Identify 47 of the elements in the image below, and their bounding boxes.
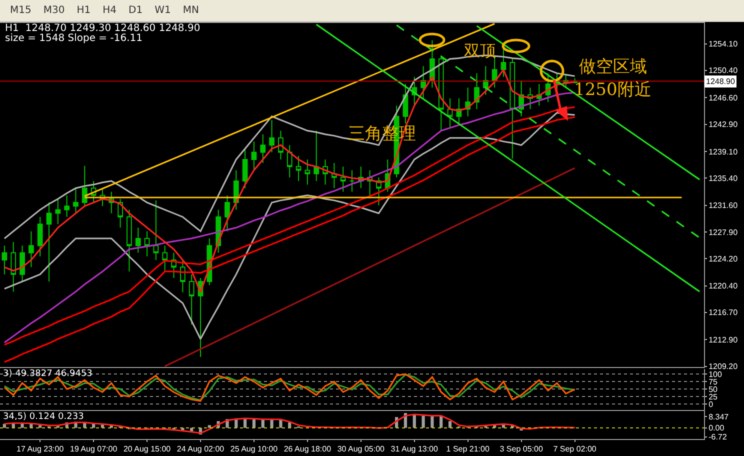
annotation: 双顶 <box>464 41 496 60</box>
x-tick-label: 19 Aug 07:00 <box>70 444 118 454</box>
ref-line-label: 1248.90 <box>706 77 736 86</box>
text: H4 <box>96 2 122 20</box>
annotation: 34,5) 0.124 0.233 <box>3 412 84 422</box>
annotation: 1250附近 <box>574 80 652 100</box>
y-tick-label: 1246.60 <box>708 93 738 102</box>
y-tick-label: -6.72 <box>708 432 728 442</box>
text: MN <box>176 2 205 20</box>
y-tick-label: 1250.40 <box>708 66 738 76</box>
x-tick-label: 25 Aug 10:00 <box>230 444 278 454</box>
y-tick-label: 1235.40 <box>708 174 738 183</box>
text: D1 <box>122 2 149 20</box>
y-tick-label: 1239.10 <box>708 147 738 156</box>
y-tick-label: 1254.10 <box>708 40 738 49</box>
x-tick-label: 26 Aug 18:00 <box>284 444 332 454</box>
text: M15 <box>4 2 38 20</box>
text: M30 <box>37 2 71 20</box>
y-tick-label: 1220.40 <box>708 282 738 291</box>
text: H1 <box>70 2 97 20</box>
y-tick-label: 0.00 <box>708 424 725 433</box>
annotation: 3) 49.3827 46.9453 <box>3 369 92 379</box>
y-tick-label: 1231.60 <box>708 201 738 210</box>
y-tick-label: 1212.90 <box>708 336 738 345</box>
y-tick-label: 100 <box>708 370 722 379</box>
y-tick-label: 75 <box>708 377 718 386</box>
y-tick-label: 1224.20 <box>708 254 738 264</box>
y-tick-label: 1227.90 <box>708 228 738 237</box>
annotation: 做空区域 <box>579 57 647 77</box>
text: W1 <box>148 2 177 20</box>
x-tick-label: 17 Aug 23:00 <box>16 444 64 454</box>
y-tick-label: 25 <box>708 392 718 402</box>
y-tick-label: 8.347 <box>708 412 730 422</box>
y-tick-label: 1242.90 <box>708 120 738 130</box>
y-tick-label: 50 <box>708 384 718 394</box>
x-tick-label: 30 Aug 05:00 <box>337 444 386 454</box>
x-tick-label: 31 Aug 13:00 <box>390 444 439 454</box>
x-tick-label: 20 Aug 15:00 <box>123 444 172 454</box>
y-tick-label: 0 <box>708 400 714 409</box>
x-tick-label: 1 Sep 21:00 <box>446 444 490 454</box>
y-tick-label: 1209.20 <box>708 362 738 372</box>
y-tick-label: 1216.70 <box>708 308 738 318</box>
x-tick-label: 24 Aug 02:00 <box>176 444 225 454</box>
x-tick-label: 7 Sep 02:00 <box>553 444 597 454</box>
annotation: H1 1248.70 1249.30 1248.60 1248.90 <box>5 23 200 34</box>
x-tick-label: 3 Sep 05:00 <box>500 444 544 454</box>
annotation: size = 1548 Slope = -16.11 <box>5 33 142 44</box>
